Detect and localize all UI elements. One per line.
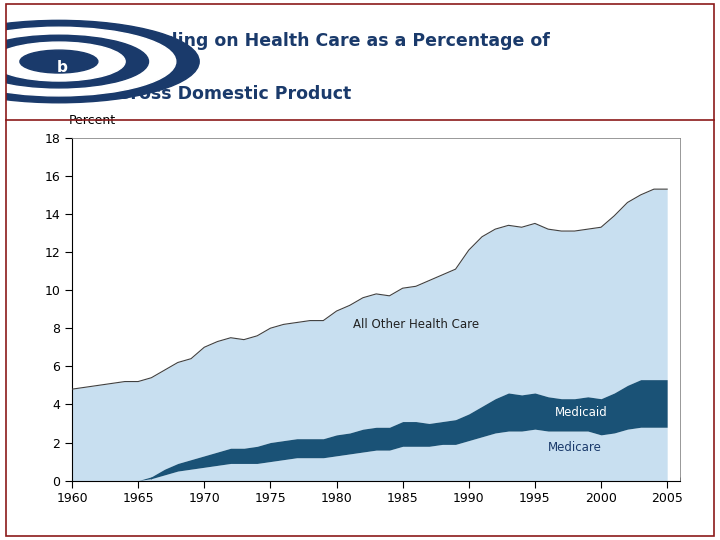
- Ellipse shape: [0, 27, 176, 96]
- Text: Medicaid: Medicaid: [555, 407, 608, 420]
- Text: b: b: [57, 60, 68, 75]
- Ellipse shape: [0, 35, 148, 88]
- Text: Gross Domestic Product: Gross Domestic Product: [116, 85, 351, 103]
- Ellipse shape: [0, 42, 125, 81]
- Ellipse shape: [0, 21, 199, 103]
- Text: Percent: Percent: [69, 114, 116, 127]
- Text: All Other Health Care: All Other Health Care: [353, 318, 479, 331]
- Ellipse shape: [20, 50, 98, 73]
- Text: Spending on Health Care as a Percentage of: Spending on Health Care as a Percentage …: [116, 32, 549, 50]
- Text: Medicare: Medicare: [548, 441, 601, 454]
